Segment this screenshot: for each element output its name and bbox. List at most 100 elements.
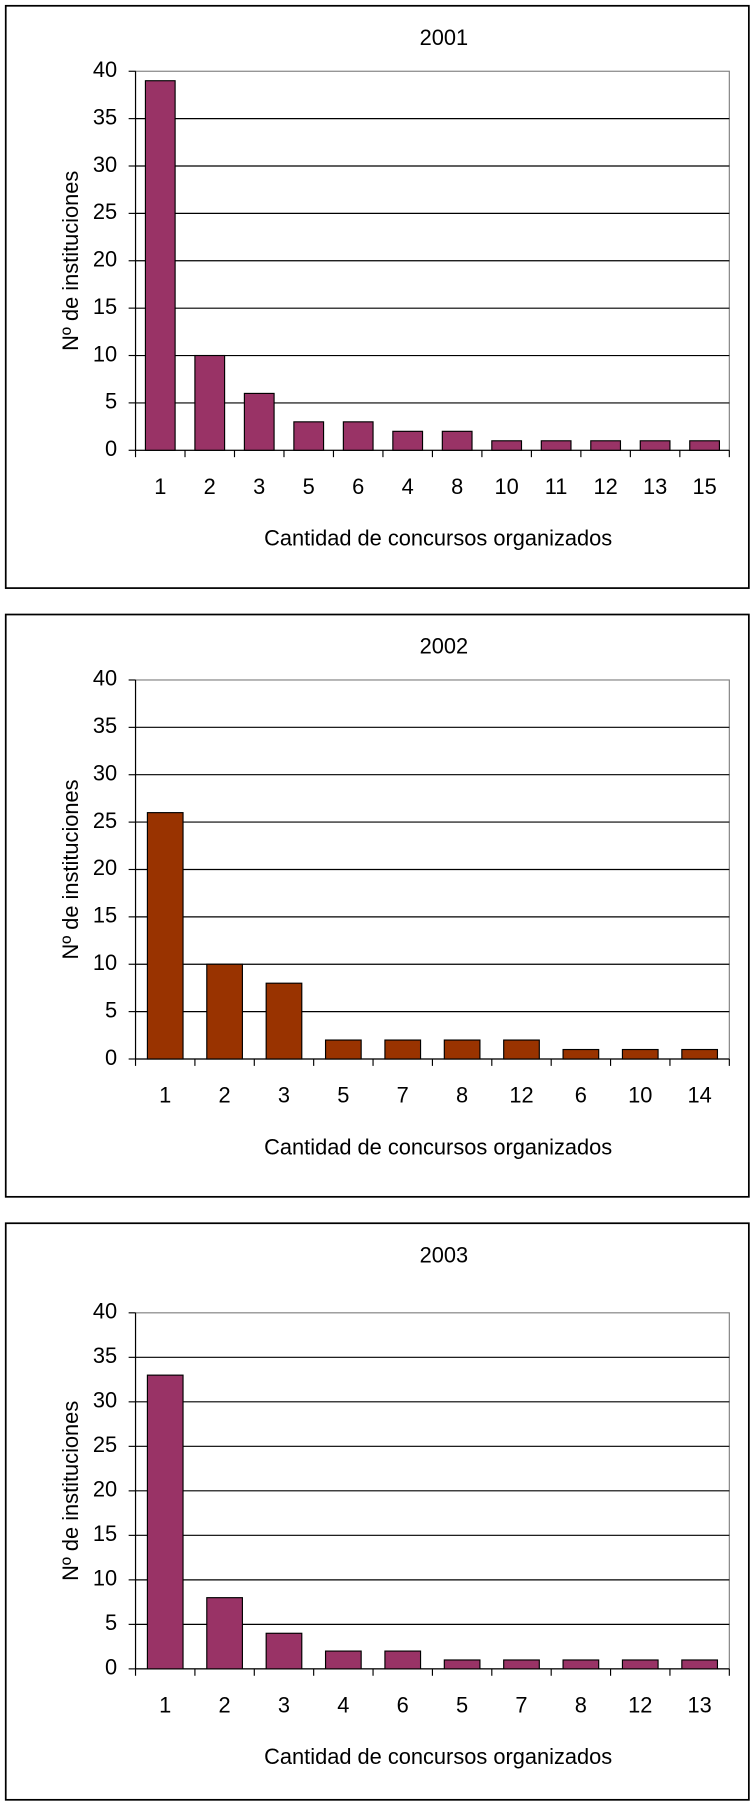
bar xyxy=(621,1048,659,1060)
chart-title: 2002 xyxy=(420,634,469,659)
bar xyxy=(384,1039,422,1060)
x-tick-label: 13 xyxy=(688,1693,712,1718)
y-tick-label: 5 xyxy=(105,389,117,414)
chart-title: 2003 xyxy=(420,1242,469,1267)
x-axis-label: Cantidad de concursos organizados xyxy=(264,1134,612,1159)
y-tick-label: 0 xyxy=(105,1655,117,1680)
x-tick-label: 1 xyxy=(159,1083,171,1108)
x-tick-label: 4 xyxy=(337,1693,349,1718)
x-tick-label: 3 xyxy=(278,1083,290,1108)
bar xyxy=(293,421,325,451)
bar xyxy=(243,392,275,451)
x-tick-label: 1 xyxy=(159,1693,171,1718)
bar xyxy=(503,1659,540,1670)
bar xyxy=(146,812,184,1060)
x-tick-label: 10 xyxy=(628,1083,652,1108)
y-tick-label: 25 xyxy=(93,808,117,833)
y-tick-label: 0 xyxy=(105,436,117,461)
x-tick-label: 12 xyxy=(509,1083,533,1108)
bar xyxy=(146,1374,184,1670)
y-tick-label: 15 xyxy=(93,1521,117,1546)
y-tick-label: 15 xyxy=(93,294,117,319)
y-tick-label: 20 xyxy=(93,247,117,272)
y-tick-label: 25 xyxy=(93,199,117,224)
y-tick-label: 5 xyxy=(105,997,117,1022)
y-axis-label: Nº de instituciones xyxy=(58,1401,83,1581)
y-tick-label: 10 xyxy=(93,341,117,366)
x-tick-label: 15 xyxy=(692,474,716,499)
y-tick-label: 35 xyxy=(93,1343,117,1368)
y-tick-label: 35 xyxy=(93,713,117,738)
y-tick-label: 10 xyxy=(93,950,117,975)
bar xyxy=(392,430,424,451)
y-tick-label: 25 xyxy=(93,1432,117,1457)
chart-title: 2001 xyxy=(420,25,469,50)
bar xyxy=(443,1659,481,1670)
x-tick-label: 8 xyxy=(451,474,463,499)
bar xyxy=(144,80,176,451)
y-axis-label: Nº de instituciones xyxy=(58,171,83,351)
bar xyxy=(324,1039,362,1060)
bar xyxy=(384,1650,422,1670)
y-tick-label: 35 xyxy=(93,104,117,129)
x-tick-label: 7 xyxy=(515,1693,527,1718)
y-tick-label: 10 xyxy=(93,1566,117,1591)
y-tick-label: 30 xyxy=(93,1388,117,1413)
x-tick-label: 3 xyxy=(253,474,265,499)
y-tick-label: 20 xyxy=(93,1477,117,1502)
bar xyxy=(441,430,473,451)
bar xyxy=(503,1039,540,1060)
bar xyxy=(562,1048,600,1060)
x-axis-label: Cantidad de concursos organizados xyxy=(264,526,612,551)
bar xyxy=(324,1650,362,1670)
y-axis-label: Nº de instituciones xyxy=(58,779,83,959)
bar xyxy=(342,421,374,451)
x-tick-label: 7 xyxy=(397,1083,409,1108)
y-tick-label: 5 xyxy=(105,1610,117,1635)
y-tick-label: 40 xyxy=(93,666,117,691)
x-tick-label: 8 xyxy=(456,1083,468,1108)
bar xyxy=(265,1632,303,1670)
x-tick-label: 10 xyxy=(495,474,519,499)
x-tick-label: 14 xyxy=(688,1083,712,1108)
y-tick-label: 40 xyxy=(93,57,117,82)
y-tick-label: 0 xyxy=(105,1045,117,1070)
x-tick-label: 5 xyxy=(456,1693,468,1718)
x-tick-label: 1 xyxy=(154,474,166,499)
x-tick-label: 2 xyxy=(204,474,216,499)
bar xyxy=(265,982,303,1060)
x-tick-label: 4 xyxy=(402,474,414,499)
y-tick-label: 30 xyxy=(93,152,117,177)
x-tick-label: 5 xyxy=(303,474,315,499)
bar xyxy=(443,1039,481,1060)
x-tick-label: 2 xyxy=(219,1083,231,1108)
bar xyxy=(681,1048,719,1060)
x-tick-label: 13 xyxy=(643,474,667,499)
x-tick-label: 12 xyxy=(593,474,617,499)
y-tick-label: 15 xyxy=(93,903,117,928)
bar xyxy=(681,1659,719,1670)
bar xyxy=(491,440,523,451)
bar xyxy=(621,1659,659,1670)
x-tick-label: 3 xyxy=(278,1693,290,1718)
y-tick-label: 20 xyxy=(93,855,117,880)
bar xyxy=(206,1597,243,1670)
x-tick-label: 6 xyxy=(575,1083,587,1108)
bar xyxy=(639,440,671,451)
x-tick-label: 8 xyxy=(575,1693,587,1718)
bar xyxy=(590,440,622,451)
bar xyxy=(562,1659,600,1670)
x-tick-label: 2 xyxy=(219,1693,231,1718)
bar xyxy=(194,354,226,451)
bar xyxy=(689,440,721,451)
x-axis-label: Cantidad de concursos organizados xyxy=(264,1744,612,1769)
bar xyxy=(540,440,572,451)
x-tick-label: 5 xyxy=(337,1083,349,1108)
y-tick-label: 30 xyxy=(93,760,117,785)
y-tick-label: 40 xyxy=(93,1299,117,1324)
x-tick-label: 6 xyxy=(397,1693,409,1718)
x-tick-label: 11 xyxy=(545,474,568,499)
x-tick-label: 12 xyxy=(628,1693,652,1718)
